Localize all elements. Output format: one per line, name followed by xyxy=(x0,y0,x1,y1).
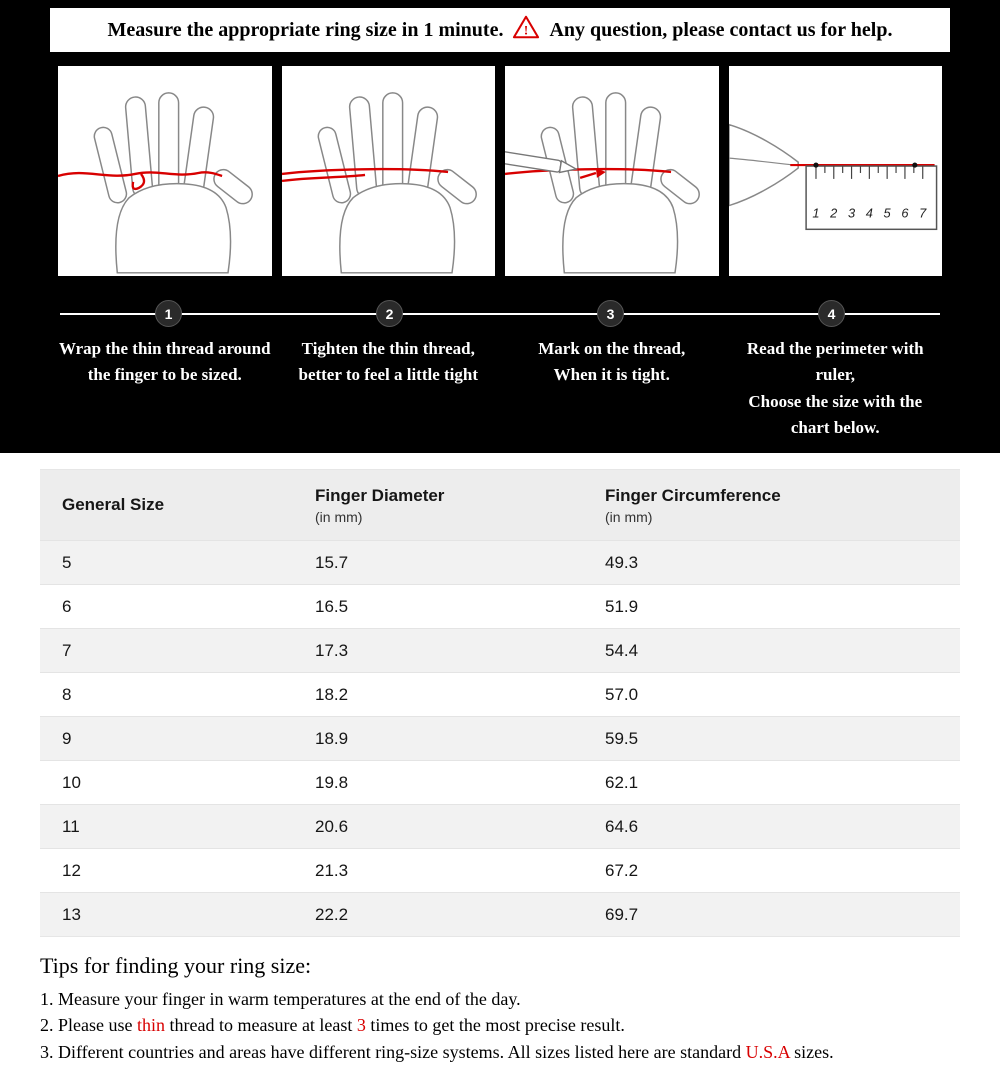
cell-diameter: 18.2 xyxy=(315,684,349,704)
cell-circumference: 69.7 xyxy=(605,904,639,924)
hand-thread-mark-illustration xyxy=(505,92,700,274)
step-captions: Wrap the thin thread around the finger to… xyxy=(0,334,1000,441)
cell-size: 8 xyxy=(62,684,72,704)
cell-diameter: 18.9 xyxy=(315,728,349,748)
cell-circumference: 57.0 xyxy=(605,684,639,704)
svg-text:2: 2 xyxy=(829,205,837,220)
tips-title: Tips for finding your ring size: xyxy=(40,953,312,979)
table-row: 8 18.2 57.0 xyxy=(40,673,960,718)
step-3-caption: Mark on the thread, When it is tight. xyxy=(538,339,686,385)
svg-text:4: 4 xyxy=(865,205,872,220)
cell-circumference: 59.5 xyxy=(605,728,639,748)
hand-thread-wrap-illustration xyxy=(58,92,253,274)
svg-text:1: 1 xyxy=(812,205,819,220)
step-panel-3 xyxy=(505,66,719,276)
svg-text:7: 7 xyxy=(919,205,927,220)
cell-diameter: 16.5 xyxy=(315,596,349,616)
instruction-section: Measure the appropriate ring size in 1 m… xyxy=(0,0,1000,454)
cell-diameter: 22.2 xyxy=(315,904,349,924)
step-panel-1 xyxy=(58,66,272,276)
highlight-thin: thin xyxy=(136,1015,165,1036)
tip-line-3: 3. Different countries and areas have di… xyxy=(40,1041,834,1062)
step-1-badge: 1 xyxy=(155,300,182,327)
svg-text:3: 3 xyxy=(847,205,855,220)
cell-size: 7 xyxy=(62,640,72,660)
cell-circumference: 51.9 xyxy=(605,596,639,616)
col-subheader-mm: (in mm) xyxy=(315,508,363,525)
highlight-3: 3 xyxy=(356,1015,366,1036)
header-text-after: Any question, please contact us for help… xyxy=(549,18,893,41)
illustration-panels: 1 2 3 4 5 6 7 xyxy=(0,66,1000,276)
cell-size: 9 xyxy=(62,728,72,748)
svg-text:5: 5 xyxy=(883,205,891,220)
hand-thread-tighten-illustration xyxy=(281,92,477,274)
table-row: 7 17.3 54.4 xyxy=(40,629,960,674)
table-row: 13 22.2 69.7 xyxy=(40,893,960,937)
cell-circumference: 67.2 xyxy=(605,860,639,880)
header-text-before: Measure the appropriate ring size in 1 m… xyxy=(107,18,504,41)
table-row: 11 20.6 64.6 xyxy=(40,805,960,850)
cell-diameter: 21.3 xyxy=(315,860,349,880)
cell-diameter: 15.7 xyxy=(315,552,349,572)
header-banner: Measure the appropriate ring size in 1 m… xyxy=(50,8,950,52)
cell-size: 12 xyxy=(62,860,81,880)
warning-triangle-icon: ! xyxy=(512,14,540,46)
table-row: 10 19.8 62.1 xyxy=(40,761,960,806)
tip-line-2: 2. Please use thin thread to measure at … xyxy=(40,1015,625,1036)
marker-pen-icon xyxy=(505,150,579,174)
cell-size: 10 xyxy=(62,772,81,792)
ruler-measure-illustration: 1 2 3 4 5 6 7 xyxy=(728,123,937,231)
cell-diameter: 19.8 xyxy=(315,772,349,792)
steps-line xyxy=(60,313,940,315)
step-4-badge: 4 xyxy=(818,300,845,327)
svg-text:6: 6 xyxy=(901,205,909,220)
col-header-finger-diameter: Finger Diameter (in mm) xyxy=(315,486,605,525)
step-1-caption: Wrap the thin thread around the finger to… xyxy=(58,339,271,385)
table-row: 5 15.7 49.3 xyxy=(40,541,960,586)
table-header-row: General Size Finger Diameter (in mm) Fin… xyxy=(40,470,960,542)
step-2-caption: Tighten the thin thread, better to feel a… xyxy=(298,339,479,385)
tips-section: Tips for finding your ring size: 1. Meas… xyxy=(40,953,960,1064)
col-header-general-size: General Size xyxy=(62,495,165,515)
cell-diameter: 17.3 xyxy=(315,640,349,660)
cell-diameter: 20.6 xyxy=(315,816,349,836)
steps-progress-line: 1 2 3 4 xyxy=(58,300,942,328)
step-4-caption: Read the perimeter with ruler, Choose the… xyxy=(746,339,924,438)
step-panel-4: 1 2 3 4 5 6 7 xyxy=(728,66,942,276)
cell-circumference: 49.3 xyxy=(605,552,639,572)
col-header-finger-circumference: Finger Circumference (in mm) xyxy=(605,486,960,525)
cell-circumference: 64.6 xyxy=(605,816,639,836)
table-row: 9 18.9 59.5 xyxy=(40,717,960,762)
step-panel-2 xyxy=(281,66,495,276)
ring-size-table: General Size Finger Diameter (in mm) Fin… xyxy=(40,469,960,938)
cell-size: 13 xyxy=(62,904,81,924)
cell-circumference: 62.1 xyxy=(605,772,639,792)
svg-text:!: ! xyxy=(524,22,528,37)
col-subheader-mm: (in mm) xyxy=(605,508,653,525)
step-3-badge: 3 xyxy=(597,300,624,327)
highlight-usa: U.S.A xyxy=(745,1041,790,1062)
tip-line-1: 1. Measure your finger in warm temperatu… xyxy=(40,989,521,1010)
step-2-badge: 2 xyxy=(376,300,403,327)
cell-size: 6 xyxy=(62,596,72,616)
cell-size: 11 xyxy=(62,816,80,836)
red-arrow-mark-icon xyxy=(579,168,606,180)
cell-circumference: 54.4 xyxy=(605,640,639,660)
table-row: 6 16.5 51.9 xyxy=(40,585,960,630)
table-row: 12 21.3 67.2 xyxy=(40,849,960,894)
cell-size: 5 xyxy=(62,552,72,572)
